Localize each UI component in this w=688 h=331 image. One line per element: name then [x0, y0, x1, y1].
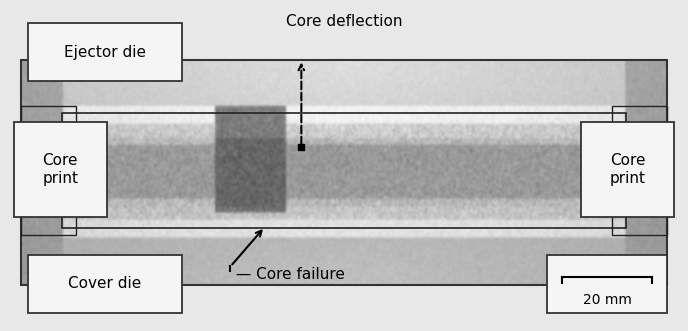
Text: — Core failure: — Core failure [236, 267, 345, 282]
Text: Cover die: Cover die [68, 276, 142, 291]
Text: Ejector die: Ejector die [64, 45, 146, 60]
Text: Core deflection: Core deflection [286, 14, 402, 29]
Text: Core
print: Core print [42, 153, 78, 186]
FancyBboxPatch shape [14, 122, 107, 217]
FancyBboxPatch shape [28, 255, 182, 313]
FancyBboxPatch shape [547, 255, 667, 313]
FancyBboxPatch shape [28, 23, 182, 81]
Text: 20 mm: 20 mm [583, 293, 632, 307]
FancyBboxPatch shape [581, 122, 674, 217]
Text: Core
print: Core print [610, 153, 646, 186]
